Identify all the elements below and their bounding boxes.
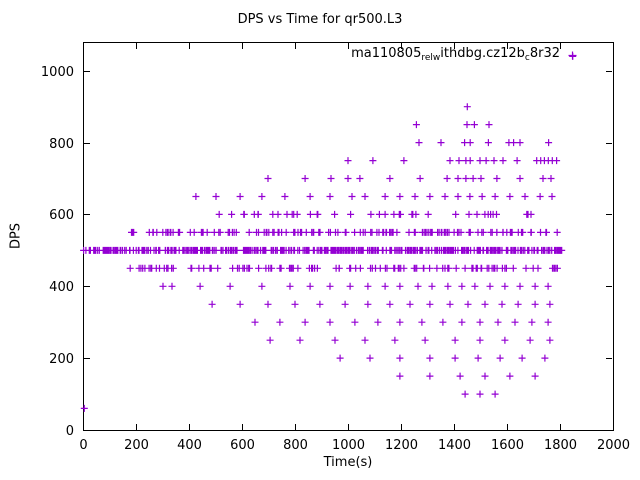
legend-marker-icon	[568, 51, 577, 60]
x-tick-label: 0	[79, 438, 87, 453]
chart-title: DPS vs Time for qr500.L3	[237, 12, 403, 27]
x-tick-label: 1000	[332, 438, 365, 453]
x-tick-label: 1400	[438, 438, 471, 453]
x-axis-label: Time(s)	[323, 455, 373, 470]
x-tick-label: 400	[177, 438, 202, 453]
x-tick-label: 1800	[544, 438, 577, 453]
y-axis-label: DPS	[8, 222, 24, 250]
y-tick-label: 600	[49, 208, 74, 223]
legend-entry: ma110805relwithdbg.cz12bc8r32	[351, 46, 560, 64]
y-tick-label: 1000	[41, 65, 74, 80]
series-points	[80, 52, 577, 412]
x-tick-label: 1600	[491, 438, 524, 453]
legend-text-segment: ithdbg.cz12b	[440, 46, 525, 61]
x-tick-label: 800	[283, 438, 308, 453]
y-tick-label: 800	[49, 137, 74, 152]
x-tick-label: 1200	[385, 438, 418, 453]
legend-text-segment: w	[432, 53, 441, 63]
legend-text-segment: 8r32	[529, 46, 560, 61]
legend-text-segment: ma110805	[351, 46, 422, 61]
plot-border	[83, 42, 614, 431]
y-tick-label: 0	[66, 424, 74, 439]
x-tick-label: 600	[230, 438, 255, 453]
x-tick-label: 200	[124, 438, 149, 453]
legend-text-segment: c	[524, 53, 530, 63]
legend-text-segment: rel	[421, 53, 433, 63]
y-tick-label: 400	[49, 280, 74, 295]
y-tick-label: 200	[49, 352, 74, 367]
x-tick-label: 2000	[597, 438, 630, 453]
